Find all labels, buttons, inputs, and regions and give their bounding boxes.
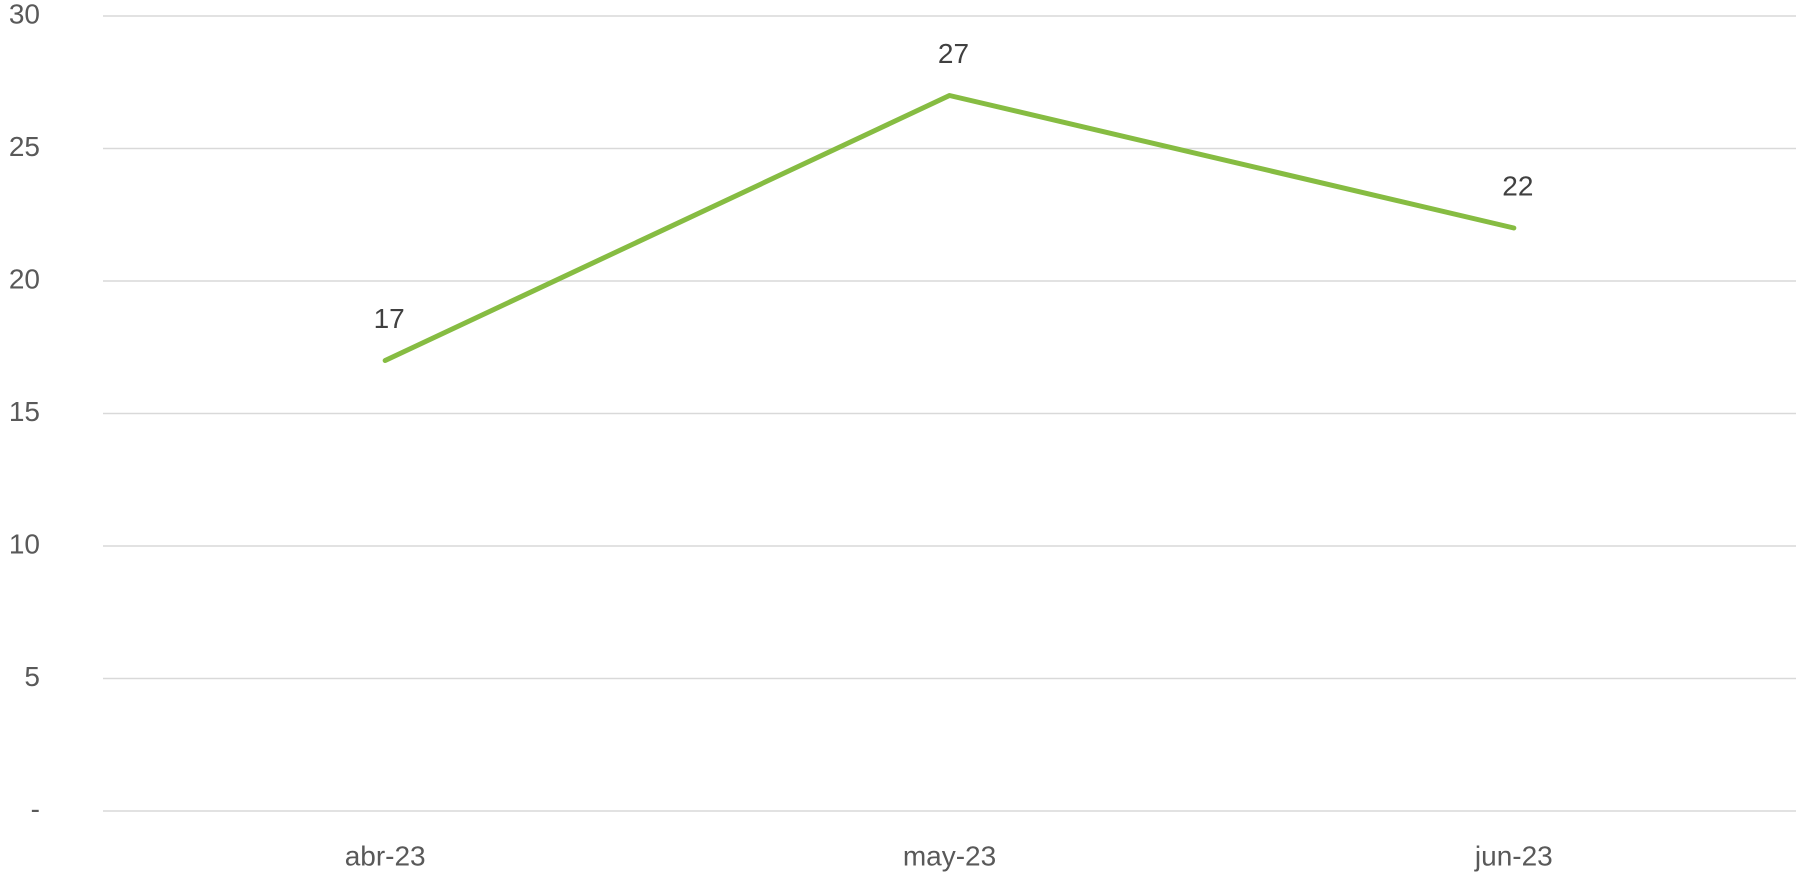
y-tick-label: 10 xyxy=(9,528,40,559)
data-label: 17 xyxy=(374,303,405,334)
x-tick-label: abr-23 xyxy=(345,840,426,871)
y-tick-label: 25 xyxy=(9,131,40,162)
data-label: 27 xyxy=(938,38,969,69)
y-tick-label: 30 xyxy=(9,0,40,29)
x-tick-label: jun-23 xyxy=(1474,840,1553,871)
y-tick-label: 15 xyxy=(9,396,40,427)
line xyxy=(382,93,1517,363)
y-tick-label: 20 xyxy=(9,263,40,294)
data-label: 22 xyxy=(1502,170,1533,201)
y-tick-label: 5 xyxy=(24,661,40,692)
y-tick-label: - xyxy=(31,793,40,824)
x-tick-label: may-23 xyxy=(903,840,996,871)
